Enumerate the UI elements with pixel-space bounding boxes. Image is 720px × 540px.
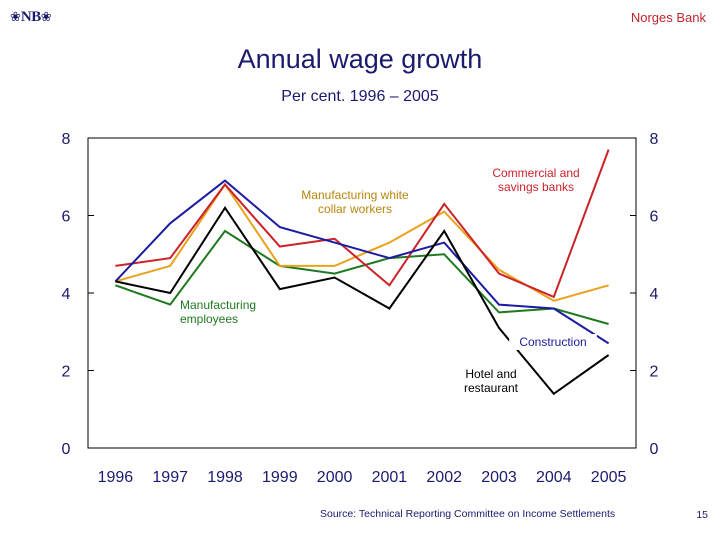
annotation-label: collar workers [318, 202, 392, 216]
y-tick-label-right: 8 [650, 131, 659, 148]
annotation-label: savings banks [498, 180, 574, 194]
x-tick-label: 2000 [317, 469, 353, 486]
series-line-hotel-and-restaurant [115, 205, 610, 396]
norges-bank-logo: ❀ NB ❀ [10, 8, 52, 26]
y-tick-label-left: 6 [62, 209, 71, 226]
series-line-construction [114, 179, 610, 345]
y-tick-label-right: 0 [650, 441, 659, 458]
x-tick-label: 1997 [152, 469, 188, 486]
logo-ornament-left-icon: ❀ [10, 9, 21, 24]
x-tick-label: 1998 [207, 469, 243, 486]
y-tick-label-left: 2 [62, 364, 71, 381]
y-tick-label-right: 4 [650, 286, 659, 303]
y-tick-label-right: 6 [650, 209, 659, 226]
x-tick-label: 1999 [262, 469, 298, 486]
annotation-label: restaurant [464, 381, 519, 395]
x-tick-label: 2005 [591, 469, 627, 486]
annotation-background [509, 334, 597, 350]
annotation-label: Construction [519, 335, 586, 349]
source-note: Source: Technical Reporting Committee on… [320, 508, 616, 520]
annotation-label: Manufacturing [180, 298, 256, 312]
y-tick-label-left: 4 [62, 286, 71, 303]
logo-ornament-right-icon: ❀ [40, 9, 52, 24]
x-tick-label: 1996 [98, 469, 134, 486]
y-tick-label-right: 2 [650, 364, 659, 381]
y-tick-label-left: 0 [62, 441, 71, 458]
annotation-label: employees [180, 312, 238, 326]
series-line-commercial-and-savings-banks [115, 149, 610, 299]
series-line-manufacturing-employees [115, 229, 609, 325]
y-tick-label-left: 8 [62, 131, 71, 148]
logo-text: NB [20, 8, 41, 25]
annotation-label: Hotel and [465, 367, 516, 381]
annotation-background [454, 366, 528, 396]
x-tick-label: 2004 [536, 469, 572, 486]
x-tick-label: 2001 [372, 469, 408, 486]
annotation-label: Commercial and [492, 166, 579, 180]
page-number: 15 [696, 509, 708, 521]
annotation-label: Manufacturing white [301, 188, 409, 202]
x-tick-label: 2002 [426, 469, 462, 486]
chart-title: Annual wage growth [237, 44, 483, 74]
brand-name: Norges Bank [630, 10, 706, 25]
x-tick-label: 2003 [481, 469, 517, 486]
chart-subtitle: Per cent. 1996 – 2005 [281, 88, 439, 105]
